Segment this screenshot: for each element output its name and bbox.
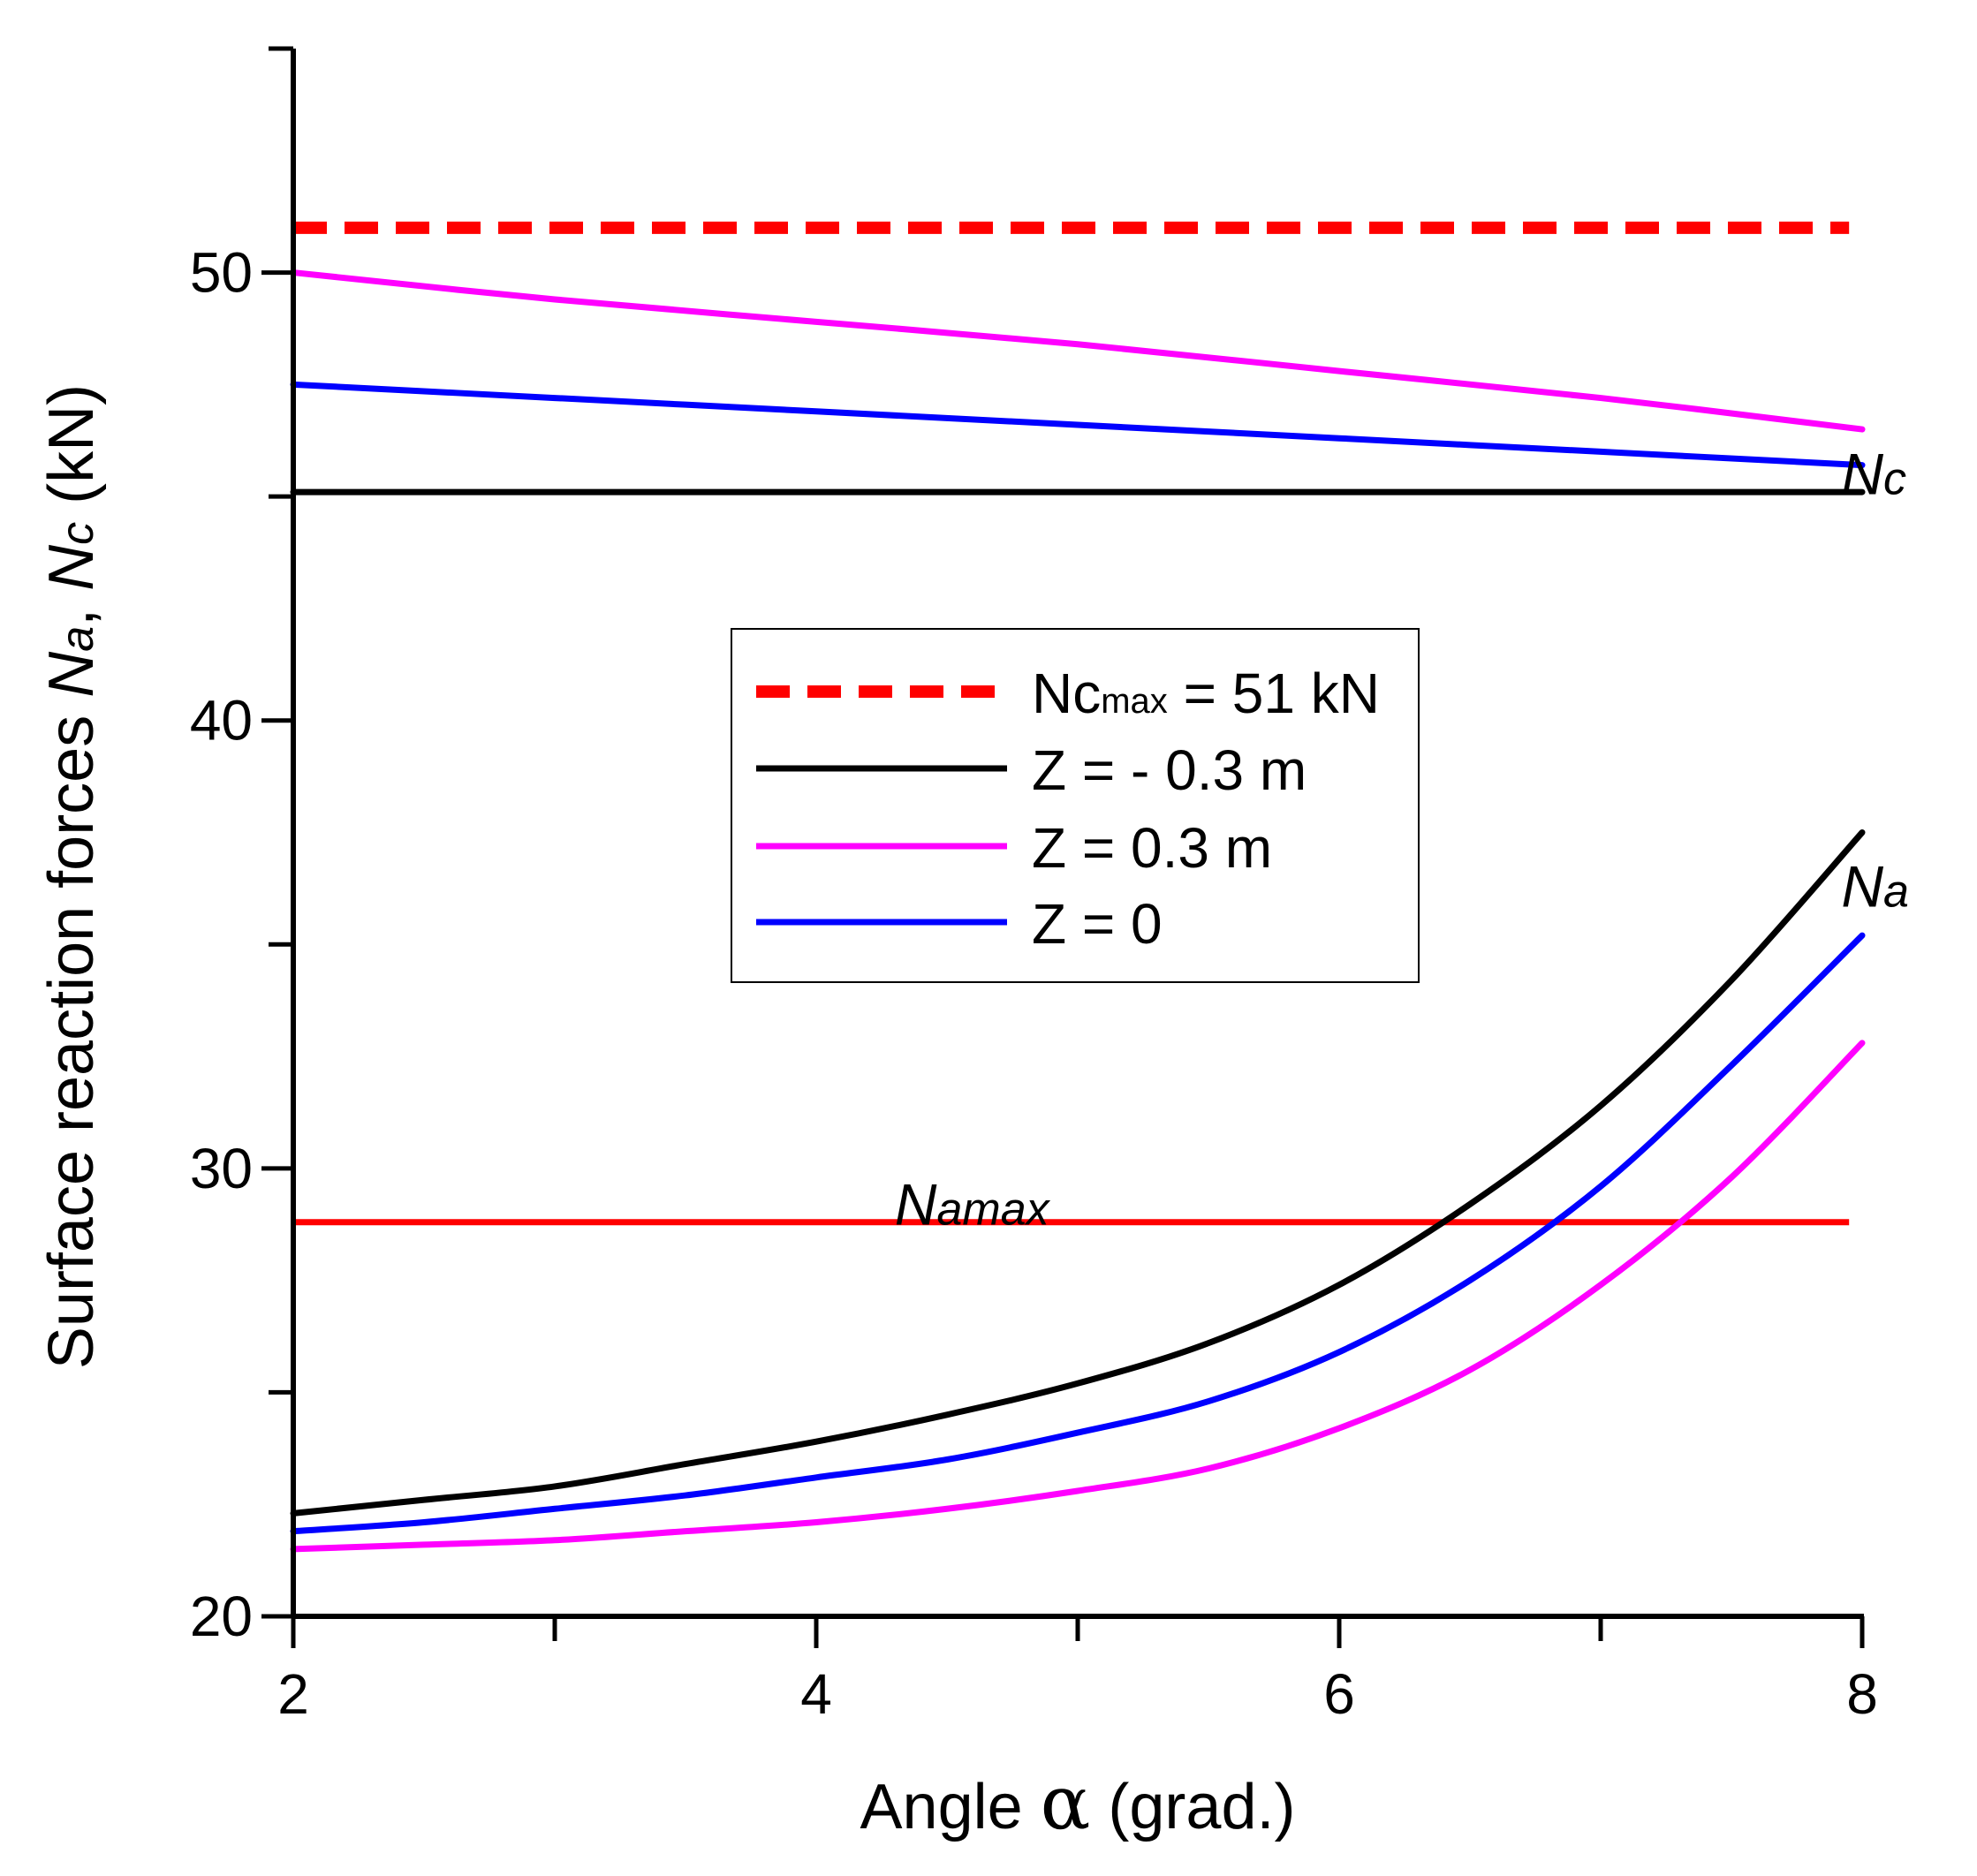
- legend: Ncmax = 51 kN Z = - 0.3 m Z = 0.3 m Z = 0: [731, 628, 1420, 983]
- legend-label-main: Z = - 0.3 m: [1032, 738, 1307, 802]
- legend-label-sub: max: [1101, 682, 1168, 721]
- legend-label-main: Nc: [1032, 662, 1101, 725]
- x-tick-label: 6: [1323, 1662, 1355, 1726]
- x-tick-label: 2: [277, 1662, 309, 1726]
- y-tick-label: 50: [190, 241, 253, 305]
- na-label: Na: [1841, 853, 1909, 919]
- y-axis-title-unit: (kN): [36, 384, 107, 522]
- x-axis-title: Angle α (grad.): [860, 1759, 1296, 1846]
- x-tick-label: 4: [800, 1662, 832, 1726]
- y-axis-title-sep: ,: [36, 591, 107, 626]
- y-tick-label: 40: [190, 689, 253, 753]
- series-line-nc-2: [290, 381, 1866, 469]
- y-axis-title-nc: N: [36, 544, 107, 591]
- x-tick-label: 8: [1846, 1662, 1878, 1726]
- series-line-na-3: [290, 829, 1866, 1517]
- y-axis-title-na: N: [36, 651, 107, 698]
- x-axis-title-symbol: α: [1041, 1759, 1091, 1846]
- series-line-na-4: [290, 1040, 1866, 1553]
- series-line-na-5: [290, 932, 1866, 1535]
- legend-label-3: Z = 0: [1032, 892, 1163, 956]
- y-axis-title: Surface reaction forces Na, Nc (kN): [36, 384, 107, 1369]
- legend-label-0: Ncmax = 51 kN: [1032, 662, 1380, 725]
- nc-label-sub: c: [1883, 454, 1906, 505]
- na-label-main: N: [1841, 853, 1883, 919]
- nc-label: Nc: [1841, 442, 1906, 507]
- legend-label-rest: = 51 kN: [1168, 662, 1380, 725]
- x-axis-title-text: Angle: [860, 1772, 1041, 1842]
- namax-label: Namax: [895, 1171, 1051, 1237]
- y-axis-title-na-sub: a: [52, 626, 103, 652]
- legend-label-2: Z = 0.3 m: [1032, 816, 1272, 880]
- x-axis-title-unit: (grad.): [1090, 1772, 1295, 1842]
- y-tick-label: 20: [190, 1585, 253, 1648]
- namax-label-sub: amax: [936, 1184, 1050, 1235]
- legend-label-main: Z = 0.3 m: [1032, 816, 1272, 880]
- na-label-sub: a: [1883, 866, 1909, 917]
- y-axis-title-text: Surface reaction forces: [36, 698, 107, 1369]
- y-tick-label: 30: [190, 1137, 253, 1200]
- y-axis-title-nc-sub: c: [52, 522, 103, 545]
- nc-label-main: N: [1841, 442, 1883, 507]
- series-line-nc-1: [290, 269, 1866, 433]
- legend-label-1: Z = - 0.3 m: [1032, 738, 1307, 802]
- namax-label-main: N: [895, 1171, 937, 1237]
- axes: 20 30 40 50 2 4 6 8 Angle α (grad.) Surface react…: [36, 46, 1878, 1846]
- legend-label-main: Z = 0: [1032, 892, 1163, 956]
